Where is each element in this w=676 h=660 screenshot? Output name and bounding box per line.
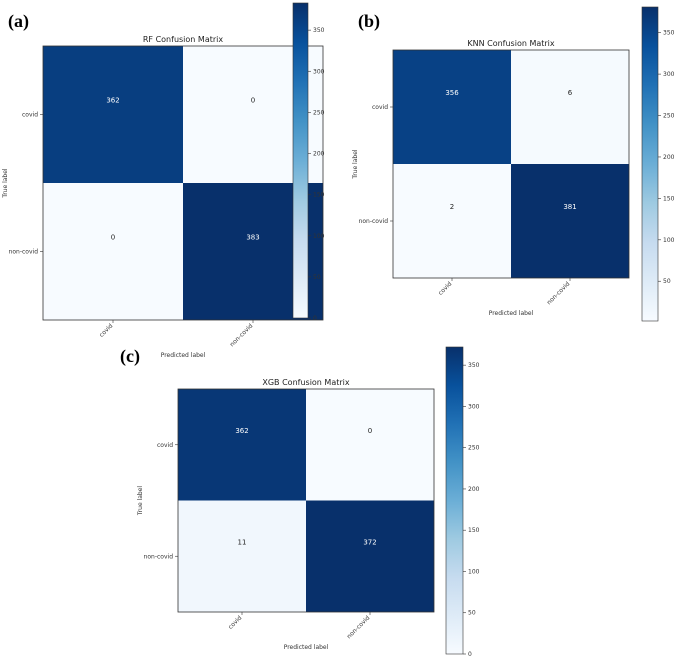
x-tick-label: covid [98, 322, 114, 338]
y-tick-label: non-covid [359, 218, 389, 225]
cell-value-label: 6 [568, 89, 573, 97]
x-tick-label: covid [227, 614, 243, 630]
matrix-cell [178, 500, 306, 612]
matrix-cell [393, 164, 511, 278]
cell-value-label: 0 [111, 234, 115, 242]
cell-value-label: 381 [563, 203, 576, 211]
y-axis-label: True label [2, 168, 9, 198]
colorbar [641, 6, 659, 322]
cell-value-label: 356 [445, 89, 459, 97]
confusion-matrix-panel: (a) 362 0 0 383 RF Confusion Matrix covid non-c… [2, 2, 325, 359]
x-axis-label: Predicted label [284, 644, 329, 651]
cell-value-label: 362 [235, 427, 248, 435]
x-tick-label: non-covid [546, 280, 572, 306]
panel-letter: (a) [8, 11, 29, 32]
colorbar-tick-label: 200 [313, 151, 325, 158]
chart-title: RF Confusion Matrix [143, 35, 223, 44]
cell-value-label: 383 [246, 234, 259, 242]
cell-value-label: 11 [238, 538, 247, 546]
cell-value-label: 362 [106, 97, 119, 105]
colorbar-tick-label: 300 [313, 68, 325, 75]
axes-frame [392, 49, 630, 279]
matrix-cell [511, 164, 629, 278]
colorbar-tick-label: 0 [313, 315, 317, 322]
cell-value-label: 2 [450, 203, 454, 211]
confusion-matrix-panel: (c) 362 0 11 372 XGB Confusion Matrix covid non… [120, 346, 480, 658]
y-tick-label: covid [372, 104, 388, 111]
y-tick-label: covid [157, 442, 173, 449]
colorbar [292, 2, 309, 319]
colorbar-tick-label: 150 [313, 192, 325, 199]
matrix-cell [43, 183, 183, 320]
colorbar-tick-label: 100 [468, 568, 480, 575]
colorbar-tick-label: 250 [313, 109, 325, 116]
panel-letter: (c) [120, 346, 140, 367]
x-axis-label: Predicted label [161, 352, 206, 359]
cell-value-label: 372 [363, 538, 376, 546]
y-axis-label: True label [137, 486, 144, 516]
matrix-cell [306, 500, 434, 612]
y-axis-label: True label [352, 149, 359, 179]
confusion-matrix-panel: (b) 356 6 2 381 KNN Confusion Matrix covid non-… [352, 6, 675, 322]
colorbar-tick-label: 50 [663, 278, 671, 285]
cell-value-label: 0 [251, 97, 255, 105]
colorbar-tick-label: 100 [663, 237, 675, 244]
colorbar-tick-label: 150 [468, 527, 480, 534]
colorbar-tick-label: 300 [663, 71, 675, 78]
colorbar-tick-label: 0 [468, 651, 472, 658]
x-axis-label: Predicted label [489, 310, 534, 317]
matrix-cell [393, 50, 511, 164]
matrix-cell [511, 50, 629, 164]
colorbar-tick-label: 150 [663, 195, 675, 202]
y-tick-label: non-covid [144, 553, 174, 560]
colorbar-tick-label: 350 [468, 362, 480, 369]
colorbar-tick-label: 350 [313, 27, 325, 34]
axes-frame [177, 388, 435, 613]
matrix-cell [306, 389, 434, 501]
axes-frame [42, 45, 324, 321]
colorbar-tick-label: 200 [663, 154, 675, 161]
cell-value-label: 0 [368, 427, 372, 435]
colorbar-tick-label: 250 [468, 445, 480, 452]
x-tick-label: non-covid [229, 322, 255, 348]
colorbar-tick-label: 200 [468, 486, 480, 493]
matrix-cell [178, 389, 306, 501]
chart-title: XGB Confusion Matrix [262, 378, 350, 387]
colorbar-tick-label: 300 [468, 403, 480, 410]
colorbar-tick-label: 100 [313, 233, 325, 240]
colorbar-tick-label: 50 [468, 610, 476, 617]
y-tick-label: covid [22, 112, 38, 119]
colorbar-tick-label: 350 [663, 30, 675, 37]
colorbar-tick-label: 50 [313, 274, 321, 281]
panel-letter: (b) [358, 11, 380, 32]
colorbar [445, 346, 464, 655]
chart-title: KNN Confusion Matrix [467, 39, 555, 48]
matrix-cell [43, 46, 183, 183]
colorbar-tick-label: 250 [663, 113, 675, 120]
x-tick-label: covid [437, 280, 453, 296]
y-tick-label: non-covid [9, 249, 39, 256]
x-tick-label: non-covid [346, 614, 372, 640]
